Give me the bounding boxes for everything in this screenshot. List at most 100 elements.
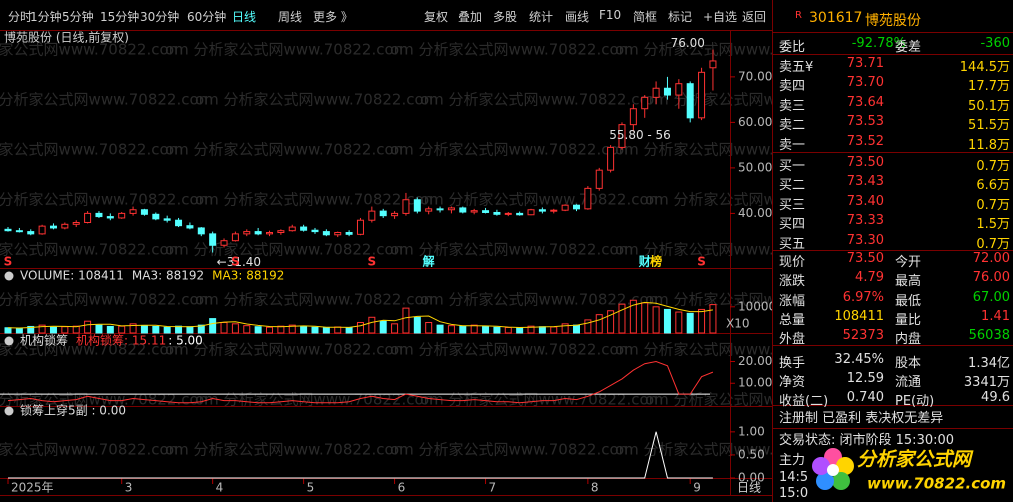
watermark: om 分析家公式网www.70822.com xyxy=(390,41,633,59)
volume-bar xyxy=(561,323,569,334)
signal-marker: S xyxy=(4,255,13,269)
stat-value: 73.50 xyxy=(846,251,884,266)
watermark: om 分析家公式网www.70822.com xyxy=(390,441,633,459)
book-label: 买二 xyxy=(779,178,806,194)
toolbar-button[interactable]: F10 xyxy=(599,8,622,22)
candle-body xyxy=(27,231,35,235)
volume-bar xyxy=(709,304,717,334)
stat-label: PE(动) xyxy=(895,394,935,410)
toolbar-button[interactable]: 5分钟 xyxy=(62,10,94,24)
volume-bar xyxy=(550,326,558,334)
volume-bar xyxy=(106,325,114,334)
candle-body xyxy=(243,231,251,235)
candle-body xyxy=(311,229,319,233)
volume-bar xyxy=(686,312,694,334)
toolbar-button[interactable]: 画线 xyxy=(565,10,590,24)
bottom-label: 14:5 xyxy=(779,470,809,485)
signal-marker: S xyxy=(231,255,240,269)
book-volume: 0.7万 xyxy=(976,197,1010,213)
series-line xyxy=(7,301,713,329)
toolbar-button[interactable]: 简框 xyxy=(633,10,658,24)
volume-bar xyxy=(356,322,364,334)
watermark: om 分析家公式网www.70822.com xyxy=(0,191,213,209)
y-tick-label: 20.00 xyxy=(738,354,772,368)
candle-body xyxy=(140,209,148,215)
toolbar-button[interactable]: 1分钟 xyxy=(30,10,62,24)
signal-marker: 榜 xyxy=(650,254,662,269)
watermark: om 分析家公式网www.70822.com xyxy=(390,241,633,259)
toolbar-button[interactable]: 标记 xyxy=(668,10,693,24)
stat-label: 现价 xyxy=(779,255,806,270)
stat-value: 0.740 xyxy=(846,390,884,406)
stat-label: 最低 xyxy=(895,293,922,309)
separator xyxy=(773,54,1013,55)
volume-bar xyxy=(459,325,467,334)
candle-body xyxy=(368,210,376,221)
volume-bar xyxy=(129,323,137,334)
stat-value: 1.34亿 xyxy=(968,355,1010,371)
candle-body xyxy=(391,212,399,217)
y-tick-label: 0.50 xyxy=(738,447,765,461)
label: 委比 xyxy=(779,40,806,55)
volume-bar xyxy=(163,326,171,334)
volume-bar xyxy=(84,320,92,334)
toolbar-button[interactable]: 15分钟 xyxy=(100,10,140,24)
toolbar-button[interactable]: 分时 xyxy=(8,10,33,24)
signal-marker: 解 xyxy=(423,254,435,269)
bottom-label: 15:0 xyxy=(779,486,809,501)
y-tick-label: 50.00 xyxy=(738,160,772,174)
volume-bar xyxy=(186,326,194,334)
candle-body xyxy=(573,204,580,210)
candle-body xyxy=(197,227,205,235)
toolbar-button[interactable]: 60分钟 xyxy=(187,10,227,24)
stat-label: 收益(二) xyxy=(779,394,829,410)
stat-label: 最高 xyxy=(895,274,922,290)
volume-bar xyxy=(379,320,387,334)
x-tick-label: 2025年 xyxy=(11,481,54,495)
book-price: 73.53 xyxy=(846,114,884,130)
toolbar-button[interactable]: 日线 xyxy=(232,10,257,24)
watermark: om 分析家公式网www.70822.com xyxy=(0,91,213,109)
x-tick-label: 4 xyxy=(216,481,224,495)
candle-body xyxy=(504,212,512,215)
toolbar-button[interactable]: 叠加 xyxy=(458,10,483,24)
book-volume: 0.7万 xyxy=(976,159,1010,174)
legend-entry: 机构锁筹: 15.11 xyxy=(76,333,166,348)
volume-bar xyxy=(220,322,228,334)
volume-bar xyxy=(618,303,626,334)
stat-value: 4.79 xyxy=(855,270,884,286)
separator xyxy=(773,345,1013,346)
toolbar-button[interactable]: 返回 xyxy=(742,10,767,24)
toolbar-button[interactable]: 多股 xyxy=(493,10,518,24)
y-tick-label: 0.00 xyxy=(738,471,765,485)
volume-bar xyxy=(209,318,217,334)
candle-body xyxy=(663,87,671,96)
toolbar-button[interactable]: 周线 xyxy=(278,10,303,24)
book-price: 73.70 xyxy=(846,75,884,91)
x-tick-label: 3 xyxy=(125,481,133,495)
volume-bar xyxy=(527,325,535,334)
volume-bar xyxy=(27,325,35,334)
candle-body xyxy=(584,187,592,210)
toolbar-button[interactable]: 更多 》 xyxy=(313,10,353,24)
y-tick-label: 70.00 xyxy=(738,69,772,83)
toolbar-button[interactable]: +自选 xyxy=(703,10,738,24)
volume-bar xyxy=(277,325,285,334)
toolbar-button[interactable]: 30分钟 xyxy=(140,10,180,24)
candle-body xyxy=(356,219,364,235)
legend-entry: MA3: 88192 xyxy=(212,269,284,283)
watermark: om 分析家公式网www.70822.com xyxy=(615,141,772,159)
candle-body xyxy=(538,209,546,212)
volume-bar xyxy=(675,311,683,334)
stat-value: 67.00 xyxy=(972,289,1010,305)
toolbar-button[interactable]: 统计 xyxy=(529,10,554,24)
book-volume: 0.7万 xyxy=(976,236,1010,252)
candle-body xyxy=(607,146,615,171)
volume-bar xyxy=(436,324,444,334)
candle-body xyxy=(686,83,694,119)
watermark: om 分析家公式网www.70822.com xyxy=(165,441,408,459)
book-volume: 17.7万 xyxy=(968,79,1010,95)
toolbar-button[interactable]: 复权 xyxy=(424,10,449,24)
book-price: 73.40 xyxy=(846,193,884,209)
